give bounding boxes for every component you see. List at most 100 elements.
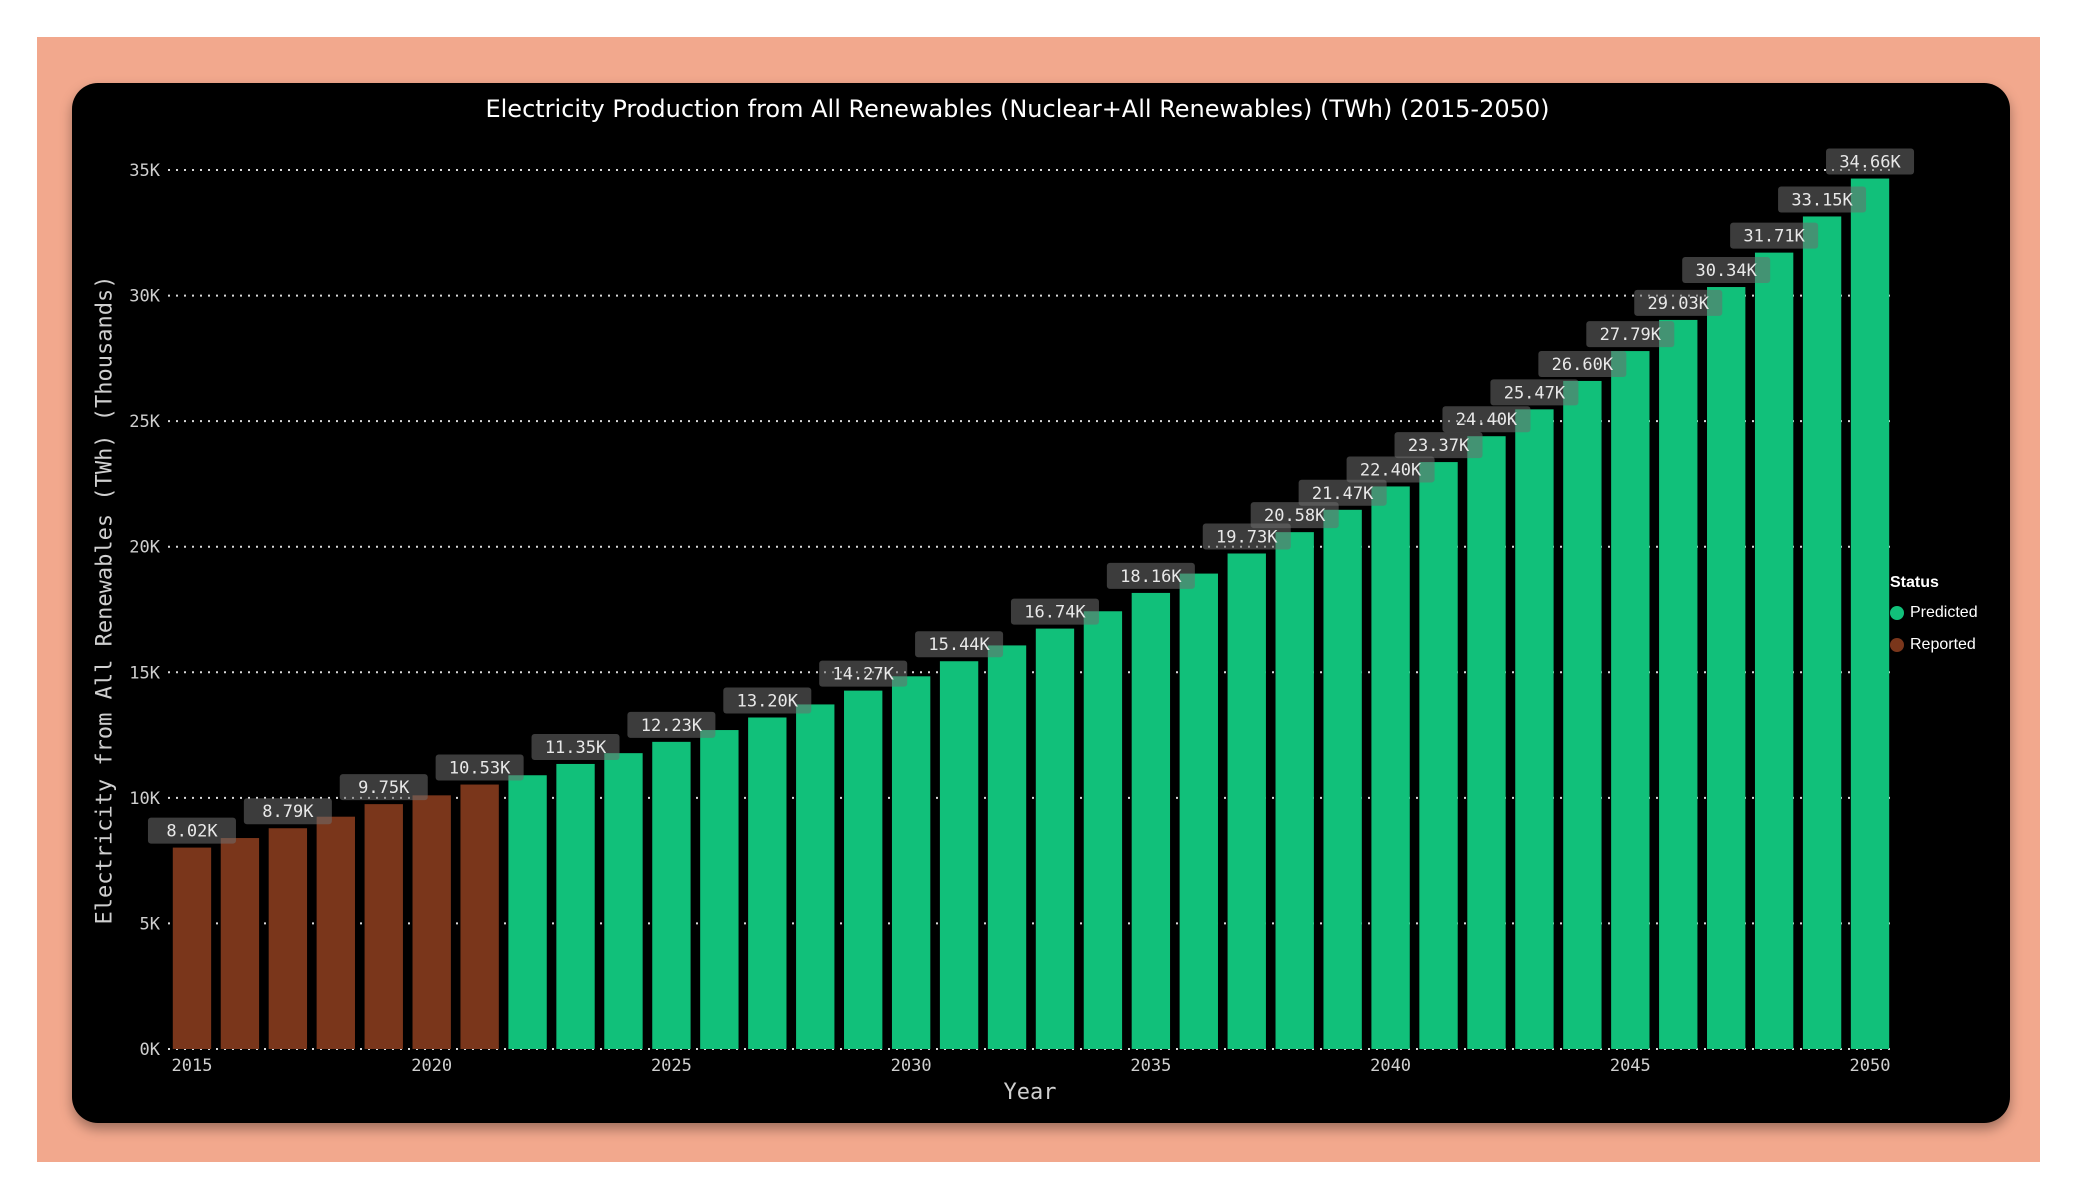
bar-2021	[460, 784, 499, 1049]
y-tick-label: 5K	[140, 914, 161, 934]
legend-dot-reported	[1890, 638, 1904, 652]
legend-dot-predicted	[1890, 606, 1904, 620]
y-tick-label: 15K	[129, 663, 160, 683]
data-label-box	[1730, 222, 1819, 249]
data-label-box	[435, 754, 524, 781]
data-label-box	[915, 631, 1004, 658]
data-label: 24.40K	[1456, 410, 1518, 430]
data-label-box	[1250, 502, 1339, 529]
data-label: 19.73K	[1216, 527, 1278, 547]
bar-2030	[891, 676, 931, 1049]
legend-item-predicted[interactable]: Predicted	[1890, 604, 1978, 622]
bar-2043	[1515, 409, 1554, 1050]
data-label-box	[147, 817, 236, 844]
bar-2026	[700, 730, 739, 1049]
data-label-box	[1202, 523, 1291, 550]
data-label: 33.15K	[1791, 190, 1853, 210]
bar-2015	[172, 847, 212, 1049]
data-label: 20.58K	[1264, 506, 1326, 526]
data-label-box	[1346, 456, 1435, 483]
legend-label-predicted: Predicted	[1910, 604, 1978, 621]
chart-title: Electricity Production from All Renewabl…	[485, 95, 1550, 123]
bar-2018	[316, 816, 355, 1049]
bar-2042	[1467, 436, 1506, 1049]
bar-2041	[1419, 462, 1458, 1050]
legend: Status Predicted Reported	[1890, 574, 1978, 668]
data-label: 26.60K	[1552, 355, 1614, 375]
data-label-box	[1442, 406, 1531, 433]
data-label-box	[1106, 562, 1195, 589]
x-tick-label: 2040	[1370, 1056, 1411, 1076]
data-label-box	[1538, 350, 1627, 377]
data-label: 29.03K	[1648, 294, 1710, 314]
legend-label-reported: Reported	[1910, 636, 1976, 653]
data-label: 23.37K	[1408, 436, 1470, 456]
data-label: 14.27K	[832, 665, 894, 685]
data-label: 16.74K	[1024, 603, 1086, 623]
data-label-box	[1634, 289, 1723, 316]
bar-2049	[1802, 216, 1842, 1049]
y-tick-label: 25K	[129, 412, 160, 432]
data-label-box	[627, 711, 716, 738]
bar-2040	[1371, 486, 1410, 1049]
bar-2024	[604, 753, 643, 1049]
data-label: 11.35K	[545, 738, 607, 758]
x-tick-label: 2035	[1130, 1056, 1171, 1076]
bar-2020	[412, 795, 451, 1049]
x-tick-label: 2045	[1610, 1056, 1651, 1076]
data-label-box	[1682, 257, 1771, 284]
data-label-box	[1490, 379, 1579, 406]
y-tick-label: 0K	[140, 1040, 161, 1060]
bar-2027	[748, 717, 787, 1049]
data-label: 30.34K	[1695, 261, 1757, 281]
bar-2038	[1275, 532, 1314, 1049]
data-label-box	[819, 660, 908, 687]
data-label-box	[243, 798, 332, 825]
bar-2047	[1707, 287, 1746, 1049]
bar-2023	[556, 763, 595, 1049]
data-label: 12.23K	[641, 716, 703, 736]
bar-2039	[1323, 509, 1362, 1050]
legend-title: Status	[1890, 574, 1939, 591]
y-tick-label: 30K	[129, 287, 160, 307]
bar-2022	[508, 775, 547, 1049]
x-tick-label: 2025	[651, 1056, 692, 1076]
bar-2016	[220, 838, 260, 1049]
data-label-box	[339, 774, 428, 801]
bar-2017	[268, 828, 308, 1049]
x-tick-label: 2050	[1850, 1056, 1891, 1076]
bar-2036	[1179, 573, 1218, 1049]
y-tick-label: 35K	[129, 161, 160, 181]
data-label: 18.16K	[1120, 567, 1182, 587]
data-label-box	[1394, 432, 1483, 459]
data-label: 10.53K	[449, 759, 511, 779]
bar-2025	[652, 741, 691, 1049]
x-axis-title: Year	[1003, 1080, 1057, 1105]
data-label: 34.66K	[1839, 153, 1901, 173]
data-label: 9.75K	[358, 778, 410, 798]
bar-2031	[939, 661, 979, 1049]
data-label: 27.79K	[1600, 325, 1662, 345]
bar-2035	[1131, 592, 1171, 1049]
data-label: 31.71K	[1743, 227, 1805, 247]
data-label: 13.20K	[737, 691, 799, 711]
data-label: 21.47K	[1312, 484, 1374, 504]
y-tick-label: 10K	[129, 789, 160, 809]
bar-2046	[1659, 319, 1698, 1050]
bar-2033	[1035, 628, 1075, 1049]
bar-2019	[364, 804, 403, 1049]
legend-item-reported[interactable]: Reported	[1890, 636, 1978, 654]
bar-2048	[1754, 252, 1794, 1050]
bar-2029	[844, 690, 883, 1049]
data-label: 22.40K	[1360, 460, 1422, 480]
data-label: 25.47K	[1504, 383, 1566, 403]
x-tick-label: 2030	[891, 1056, 932, 1076]
data-label: 15.44K	[928, 635, 990, 655]
data-label-box	[1586, 321, 1675, 348]
bar-2037	[1227, 553, 1266, 1049]
data-label: 8.02K	[166, 822, 218, 842]
x-tick-label: 2015	[171, 1056, 212, 1076]
data-label-box	[531, 733, 620, 760]
data-label-box	[723, 687, 812, 714]
